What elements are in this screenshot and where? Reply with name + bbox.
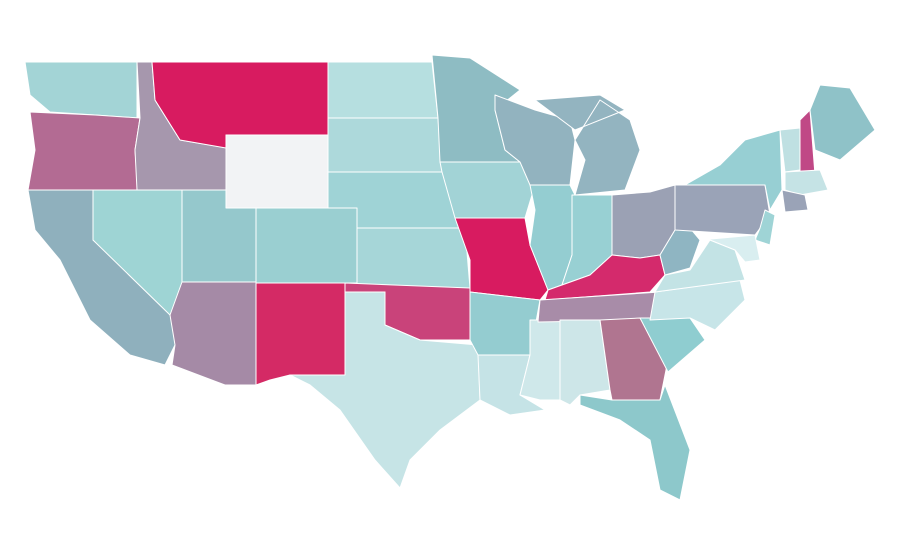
- state-region: [579, 384, 691, 501]
- state-region: [754, 209, 776, 246]
- state-region: [781, 189, 809, 213]
- state-region: [24, 61, 138, 119]
- state-region: [356, 227, 471, 289]
- state-region: [779, 127, 801, 173]
- state-region: [327, 61, 439, 119]
- state-region: [809, 84, 876, 161]
- state-region: [327, 117, 443, 173]
- state-region: [454, 217, 549, 301]
- state-region: [169, 281, 257, 386]
- state-region: [684, 129, 783, 211]
- state-region: [27, 111, 141, 191]
- state-region: [699, 234, 761, 263]
- state-region: [784, 169, 829, 196]
- state-region: [255, 207, 358, 284]
- state-region: [674, 184, 771, 236]
- state-region: [289, 291, 481, 489]
- state-region: [225, 134, 329, 209]
- state-region: [534, 94, 641, 196]
- state-region: [439, 161, 536, 219]
- state-region: [255, 282, 346, 386]
